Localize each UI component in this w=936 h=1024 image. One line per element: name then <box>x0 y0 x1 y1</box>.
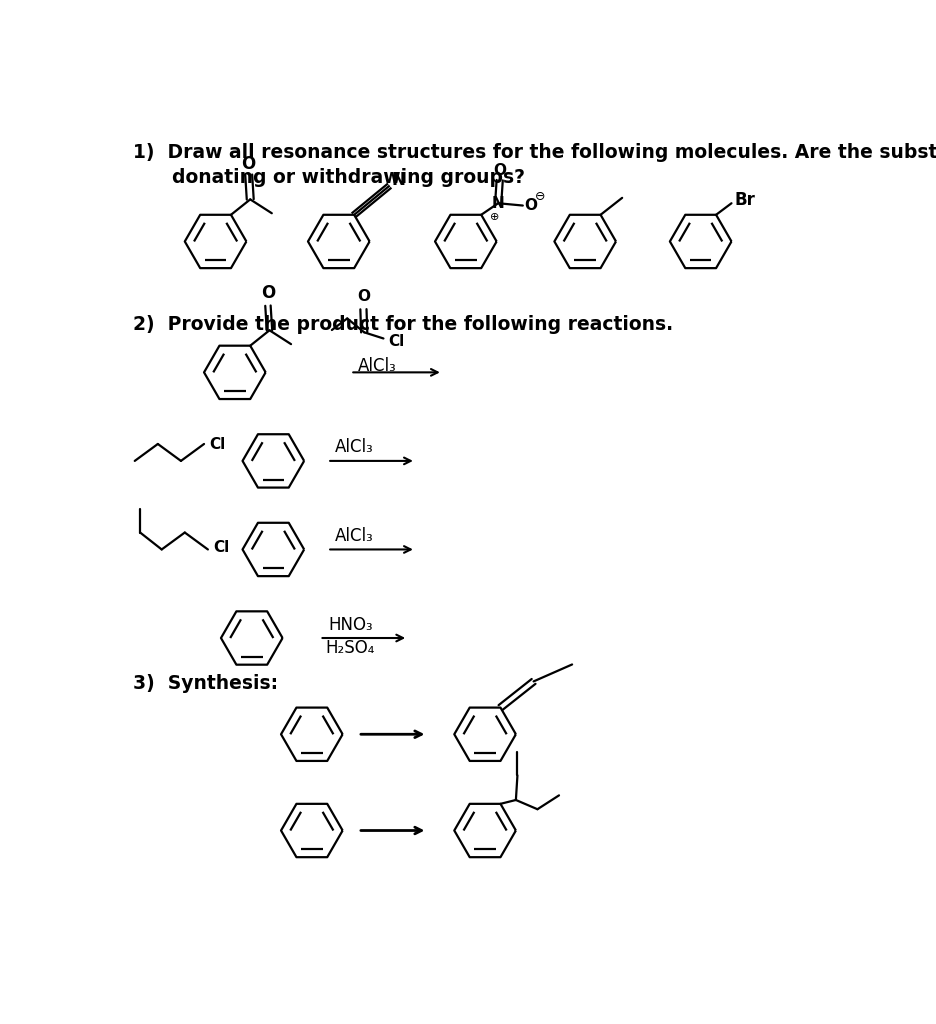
Text: Cl: Cl <box>209 437 226 453</box>
Text: N: N <box>391 171 405 189</box>
Text: 1)  Draw all resonance structures for the following molecules. Are the substitue: 1) Draw all resonance structures for the… <box>133 143 936 162</box>
Text: 2)  Provide the product for the following reactions.: 2) Provide the product for the following… <box>133 314 673 334</box>
Text: O: O <box>493 163 506 177</box>
Text: H₂SO₄: H₂SO₄ <box>326 639 375 657</box>
Text: AlCl₃: AlCl₃ <box>358 357 397 375</box>
Text: donating or withdrawing groups?: donating or withdrawing groups? <box>133 168 525 187</box>
Text: HNO₃: HNO₃ <box>328 615 373 634</box>
Text: Cl: Cl <box>388 334 404 349</box>
Text: Cl: Cl <box>212 541 229 555</box>
Text: AlCl₃: AlCl₃ <box>335 438 373 456</box>
Text: Br: Br <box>735 191 755 209</box>
Text: AlCl₃: AlCl₃ <box>335 526 373 545</box>
Text: O: O <box>358 290 371 304</box>
Text: O: O <box>261 285 275 302</box>
Text: ⊕: ⊕ <box>490 212 500 222</box>
Text: O: O <box>241 155 256 173</box>
Text: O: O <box>524 198 537 213</box>
Text: ⊖: ⊖ <box>534 189 545 203</box>
Text: 3)  Synthesis:: 3) Synthesis: <box>133 674 278 693</box>
Text: N: N <box>491 196 505 211</box>
